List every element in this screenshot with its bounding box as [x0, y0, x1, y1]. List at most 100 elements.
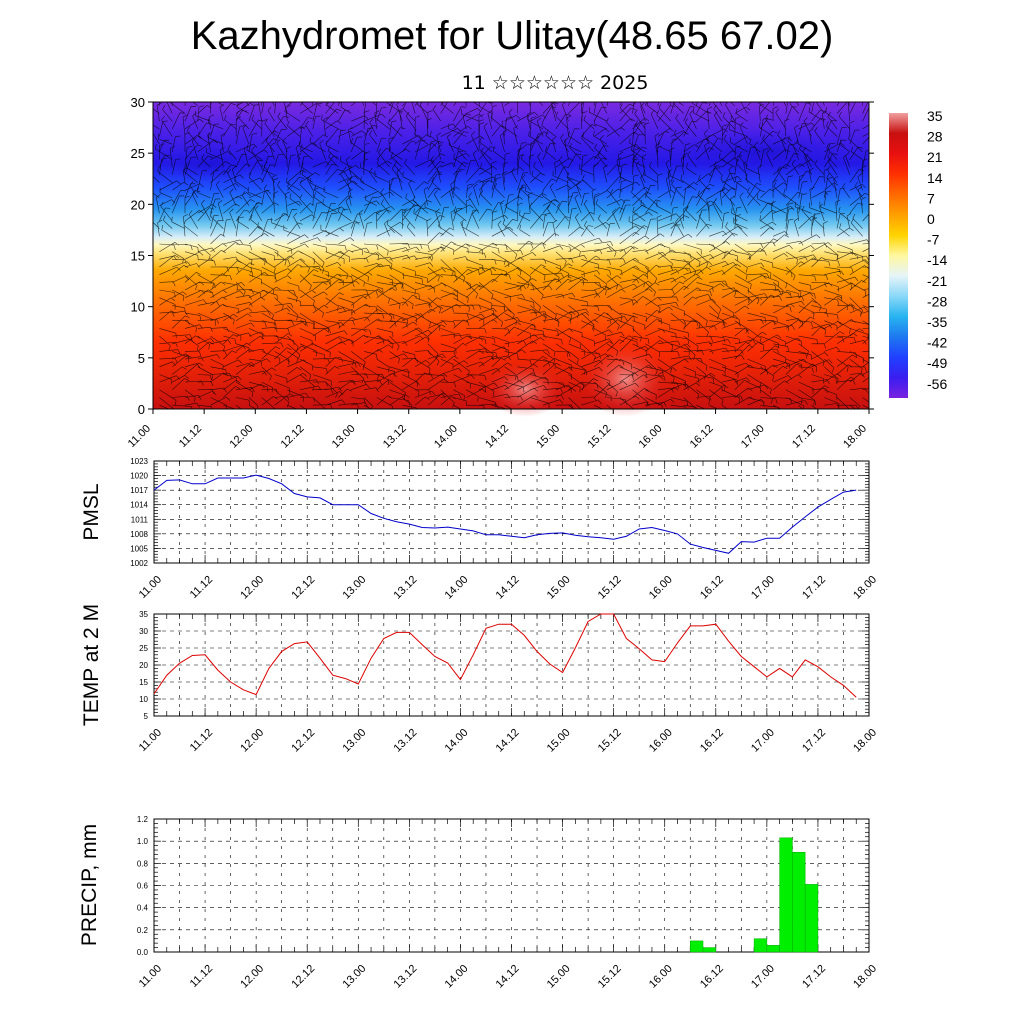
x-tick-label: 16.12 — [698, 963, 726, 991]
x-tick-label: 17.12 — [800, 727, 828, 755]
x-tick-label: 17.00 — [749, 727, 777, 755]
pmsl-series-line — [153, 474, 857, 554]
colorbar-label: 7 — [927, 190, 935, 206]
colorbar-label: 28 — [927, 129, 943, 145]
y-tick-label: 0.4 — [137, 904, 149, 913]
colorbar-label: 35 — [927, 108, 943, 124]
x-tick-label: 12.12 — [279, 423, 307, 451]
y-tick-label: 10 — [131, 300, 145, 315]
x-tick-label: 14.12 — [494, 963, 522, 991]
colorbar-label: 0 — [927, 211, 935, 227]
colorbar-label: -35 — [927, 314, 947, 330]
x-tick-label: 14.12 — [494, 574, 522, 602]
x-tick-label: 13.12 — [381, 423, 409, 451]
colorbar-label: -14 — [927, 252, 947, 268]
precip-chart: 0.0 0.2 0.4 0.6 0.8 1.0 1.2 11.00 11.12 12.00 12.1… — [78, 815, 879, 991]
y-tick-label: 0.0 — [137, 948, 149, 957]
x-tick-label: 13.00 — [340, 727, 368, 755]
x-tick-label: 16.00 — [647, 963, 675, 991]
y-tick-label: 10 — [139, 695, 148, 704]
colorbar-label: 21 — [927, 149, 943, 165]
x-tick-label: 13.12 — [392, 574, 420, 602]
x-tick-label: 15.00 — [545, 727, 573, 755]
x-tick-label: 11.00 — [126, 423, 153, 450]
y-tick-label: 20 — [139, 661, 148, 670]
x-tick-label: 14.12 — [494, 727, 522, 755]
y-tick-label: 30 — [139, 627, 148, 636]
x-tick-label: 18.00 — [851, 963, 879, 991]
y-tick-label: 15 — [139, 678, 148, 687]
x-tick-label: 11.00 — [137, 574, 164, 601]
y-tick-label: 1.2 — [137, 815, 149, 824]
y-tick-label: 1002 — [130, 559, 148, 568]
precip-bar — [690, 940, 704, 953]
x-tick-label: 11.12 — [188, 963, 215, 990]
y-tick-label: 25 — [139, 644, 148, 653]
x-tick-label: 13.12 — [392, 963, 420, 991]
x-tick-label: 12.00 — [238, 727, 266, 755]
x-tick-label: 12.00 — [227, 423, 255, 451]
wind-barbs — [153, 102, 869, 409]
y-tick-label: 5 — [138, 351, 145, 366]
colorbar-label: 14 — [927, 170, 943, 186]
y-tick-label: 1017 — [130, 486, 148, 495]
colorbar-label: -56 — [927, 376, 947, 392]
x-tick-label: 12.00 — [238, 574, 266, 602]
x-tick-label: 11.12 — [188, 727, 215, 754]
x-tick-label: 18.00 — [851, 574, 879, 602]
page-subtitle: 11 ☆☆☆☆☆☆ 2025 — [461, 72, 649, 94]
colorbar-label: -7 — [927, 232, 940, 248]
y-tick-label: 35 — [139, 610, 148, 619]
x-tick-label: 16.00 — [647, 574, 675, 602]
warm-core — [485, 361, 566, 417]
colorbar-label: -49 — [927, 355, 947, 371]
y-axis-title: TEMP at 2 M — [80, 604, 103, 726]
y-tick-label: 20 — [131, 197, 145, 212]
x-tick-label: 16.00 — [647, 727, 675, 755]
x-tick-label: 16.00 — [637, 423, 665, 451]
x-tick-label: 15.12 — [596, 963, 624, 991]
colorbar-gradient — [889, 113, 908, 398]
colorbar: 35 28 21 14 7 0 -7 -14 -21 -28 -35 -42 -49 -56 — [889, 108, 947, 398]
x-tick-label: 14.00 — [443, 574, 471, 602]
y-tick-label: 1011 — [131, 515, 149, 524]
x-tick-label: 14.12 — [483, 423, 511, 451]
x-tick-label: 17.00 — [749, 963, 777, 991]
x-tick-label: 11.12 — [188, 574, 215, 601]
x-tick-label: 12.00 — [238, 963, 266, 991]
precip-bar — [766, 945, 780, 953]
x-tick-label: 13.00 — [340, 574, 368, 602]
precip-bar — [792, 852, 806, 953]
x-tick-label: 12.12 — [289, 727, 317, 755]
x-tick-label: 15.12 — [596, 574, 624, 602]
colorbar-label: -28 — [927, 293, 947, 309]
cross-section-chart: 0 5 10 15 20 25 30 11.00 11.12 12.00 12.12 13.00 13.… — [126, 95, 874, 451]
colorbar-label: -42 — [927, 335, 947, 351]
x-tick-label: 12.12 — [289, 574, 317, 602]
precip-bar — [804, 884, 819, 953]
y-axis-title: PRECIP, mm — [78, 824, 101, 946]
wind-barb-paths — [153, 102, 869, 409]
x-tick-label: 15.00 — [545, 574, 573, 602]
x-tick-label: 17.00 — [739, 423, 767, 451]
x-tick-label: 17.12 — [790, 423, 818, 451]
x-tick-label: 18.00 — [841, 423, 869, 451]
colorbar-label: -21 — [927, 273, 947, 289]
x-tick-label: 16.12 — [698, 574, 726, 602]
x-tick-label: 17.12 — [800, 574, 828, 602]
x-tick-label: 15.12 — [596, 727, 624, 755]
pmsl-chart: 1002 1005 1008 1011 1014 1017 1020 1023 11.00 11.… — [80, 457, 879, 602]
y-tick-label: 25 — [131, 146, 145, 161]
y-tick-label: 1014 — [130, 501, 148, 510]
page-title: Kazhydromet for Ulitay(48.65 67.02) — [190, 14, 834, 58]
y-tick-label: 5 — [144, 712, 149, 721]
x-tick-label: 13.12 — [392, 727, 420, 755]
x-tick-label: 11.12 — [177, 423, 204, 450]
x-tick-label: 13.00 — [340, 963, 368, 991]
x-tick-label: 18.00 — [851, 727, 879, 755]
cold-core — [160, 146, 261, 182]
x-tick-label: 15.12 — [585, 423, 613, 451]
y-tick-label: 0.2 — [137, 926, 149, 935]
y-tick-label: 1023 — [130, 457, 148, 466]
y-tick-label: 1008 — [130, 530, 148, 539]
